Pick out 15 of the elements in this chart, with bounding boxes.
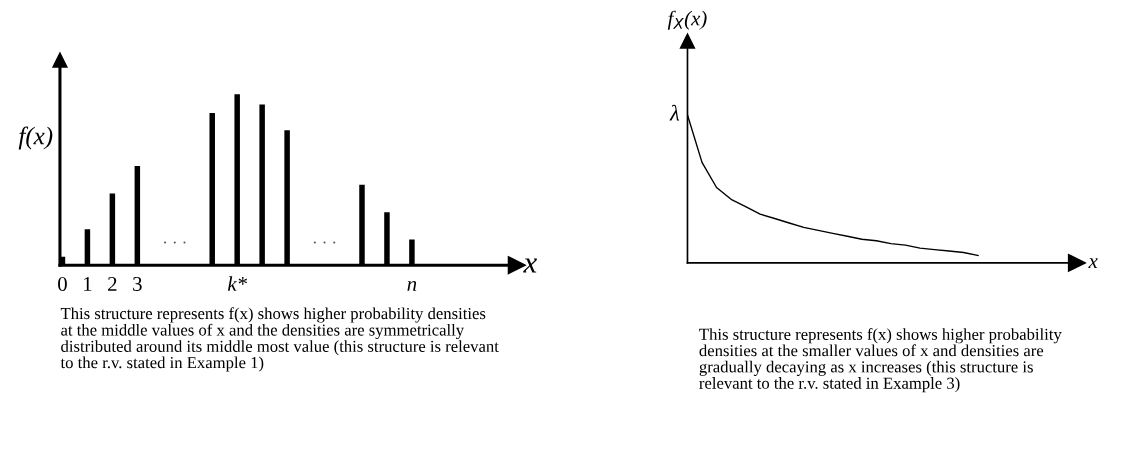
x-axis-title: x (1088, 258, 1098, 268)
x-tick-label: n (407, 280, 417, 291)
x-tick-label: 0 (58, 276, 67, 291)
text: This structure represents f(x) shows higher probability densities at the smaller values of x and densities are gradually decaying as x increases (this structure is relevant to the r.v. stated in Example 3) (699, 328, 1062, 393)
text: λ (669, 104, 680, 121)
x-axis-title: x (523, 258, 537, 273)
annotation: · · · (164, 241, 186, 244)
text: This structure represents f(x) shows higher probability densities at the middle values of x and the densities are symmetrically distributed around its middle most value (this structure is relevant to the r.v. stated in Example 1) (60, 307, 499, 372)
x-tick-label: 1 (84, 277, 92, 291)
y-axis-title: f$_{X}$(x) (667, 10, 707, 30)
x-tick-label: 2 (108, 276, 117, 291)
x-tick-label: k* (227, 276, 247, 291)
y-axis-title: f(x) (18, 126, 53, 150)
annotation: · · · (313, 241, 336, 244)
x-tick-label: 3 (133, 276, 142, 291)
